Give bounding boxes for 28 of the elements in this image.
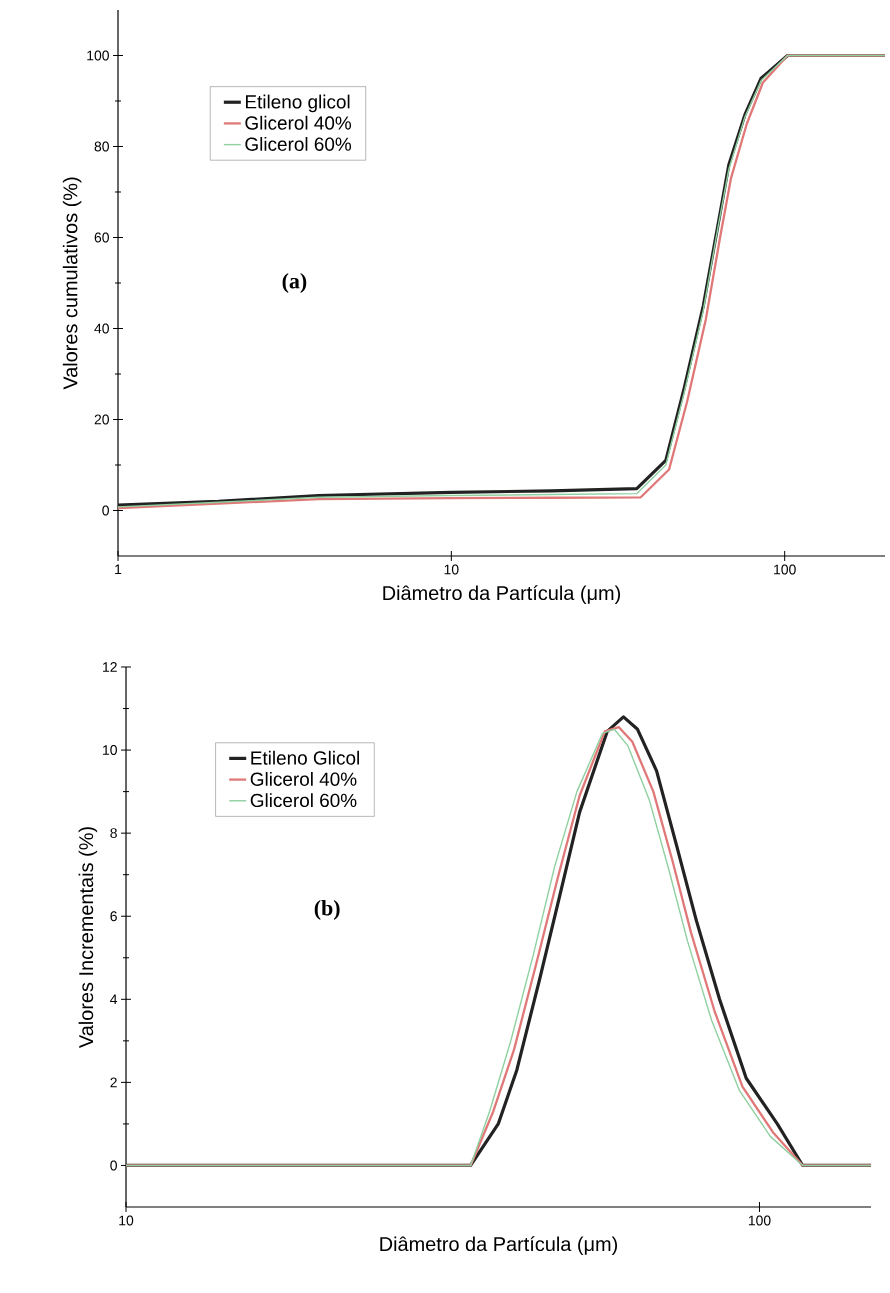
y-tick-label: 20 [94,414,109,425]
y-tick-label: 12 [103,662,117,672]
legend-label: Glicerol 40% [245,115,352,130]
y-tick-label: 100 [87,50,109,61]
y-tick-label: 0 [102,505,109,516]
y-tick-label: 4 [110,994,118,1005]
x-tick-label: 10 [444,564,459,575]
annotation: (a) [282,273,307,293]
y-tick-label: 10 [103,745,117,756]
legend-label: Glicerol 60% [245,137,352,151]
y-axis-title: Valores Incrementais (%) [78,827,98,1049]
x-axis-title: Diâmetro da Partícula (μm) [383,585,621,605]
y-tick-label: 60 [94,232,109,243]
y-axis-title: Valores cumulativos (%) [62,177,82,390]
legend-label: Etileno Glicol [251,750,359,765]
y-tick-label: 8 [110,828,117,839]
x-tick-label: 1 [115,564,122,575]
legend-label: Glicerol 40% [250,771,357,786]
y-tick-label: 2 [110,1077,117,1088]
x-tick-label: 100 [774,564,796,575]
x-axis-title: Diâmetro da Partícula (μm) [380,1236,618,1256]
legend-label: Glicerol 60% [250,793,357,808]
y-tick-label: 6 [110,911,117,922]
y-tick-label: 0 [110,1160,117,1171]
annotation: (b) [314,900,340,920]
y-tick-label: 80 [94,141,109,152]
legend-label: Etileno glicol [245,94,350,113]
y-tick-label: 40 [94,323,109,334]
